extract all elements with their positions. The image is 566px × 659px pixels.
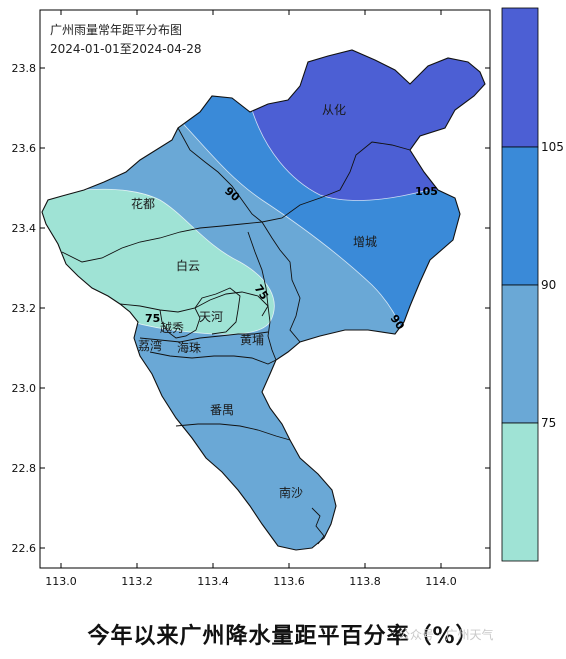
x-tick-label: 113.8 [349,575,381,588]
legend-label-105: 105 [541,140,564,154]
x-tick-label: 113.4 [197,575,229,588]
boundary-baiyun-inner [247,231,269,317]
y-tick-label: 22.8 [12,462,37,475]
district-label-tianhe: 天河 [199,310,223,324]
watermark-text: 公众号 · 广州天气 [398,628,494,642]
y-tick-label: 23.0 [12,382,37,395]
district-label-zengcheng: 增城 [353,235,377,249]
legend-swatch-90-105 [501,146,539,286]
legend-colorbar: 105 90 75 [501,7,564,562]
boundary-haizhu-north [139,331,269,343]
boundary-baiyun-south [119,291,269,313]
district-label-haizhu: 海珠 [177,340,201,355]
y-tick-label: 23.6 [12,142,37,155]
contour-label-75-west: 75 [145,312,160,325]
x-tick-label: 113.0 [45,575,77,588]
axis-ticks: 113.0 113.2 113.4 113.6 113.8 114.0 23.8 23.6 23… [12,10,490,588]
y-tick-label: 23.8 [12,62,37,75]
boundary-yuexiu-liwan [159,307,201,339]
boundary-tianhe [194,287,241,335]
district-label-baiyun: 白云 [176,258,200,273]
boundary-haizhu-south [149,351,277,365]
district-label-huadu: 花都 [131,196,155,211]
figure-caption: 今年以来广州降水量距平百分率（%） [87,624,479,649]
district-label-liwan: 荔湾 [138,338,162,353]
boundary-conghua-zengcheng [261,141,411,223]
district-label-nansha: 南沙 [279,485,303,500]
contour-line-75 [42,188,275,335]
map-title-line2: 2024-01-01至2024-04-28 [50,42,201,56]
guangzhou-outline [41,49,486,551]
contour-label-105: 105 [415,185,438,198]
x-tick-label: 114.0 [425,575,457,588]
x-tick-label: 113.2 [121,575,153,588]
y-tick-label: 23.4 [12,222,37,235]
boundary-huangpu [267,305,277,361]
map-title-line1: 广州雨量常年距平分布图 [50,23,182,37]
district-label-huangpu: 黄埔 [240,333,264,347]
legend-label-75: 75 [541,416,556,430]
legend-swatch-below-75 [501,422,539,562]
district-label-conghua: 从化 [322,103,346,117]
district-boundaries [61,127,411,545]
contour-line-90 [169,109,403,331]
x-tick-label: 113.6 [273,575,305,588]
district-label-panyu: 番禺 [210,403,234,417]
boundary-huadu-conghua [177,127,263,223]
boundary-baiyun-zengcheng [261,221,301,343]
legend-swatch-above-105 [501,7,539,148]
district-label-yuexiu: 越秀 [160,321,184,335]
boundary-huadu-baiyun [61,221,263,263]
legend-swatch-75-90 [501,284,539,424]
y-tick-label: 23.2 [12,302,37,315]
legend-label-90: 90 [541,278,556,292]
y-tick-label: 22.6 [12,542,37,555]
contour-line-105 [251,109,429,201]
nansha-coast-detail [311,507,325,545]
boundary-panyu-nansha [175,423,291,441]
